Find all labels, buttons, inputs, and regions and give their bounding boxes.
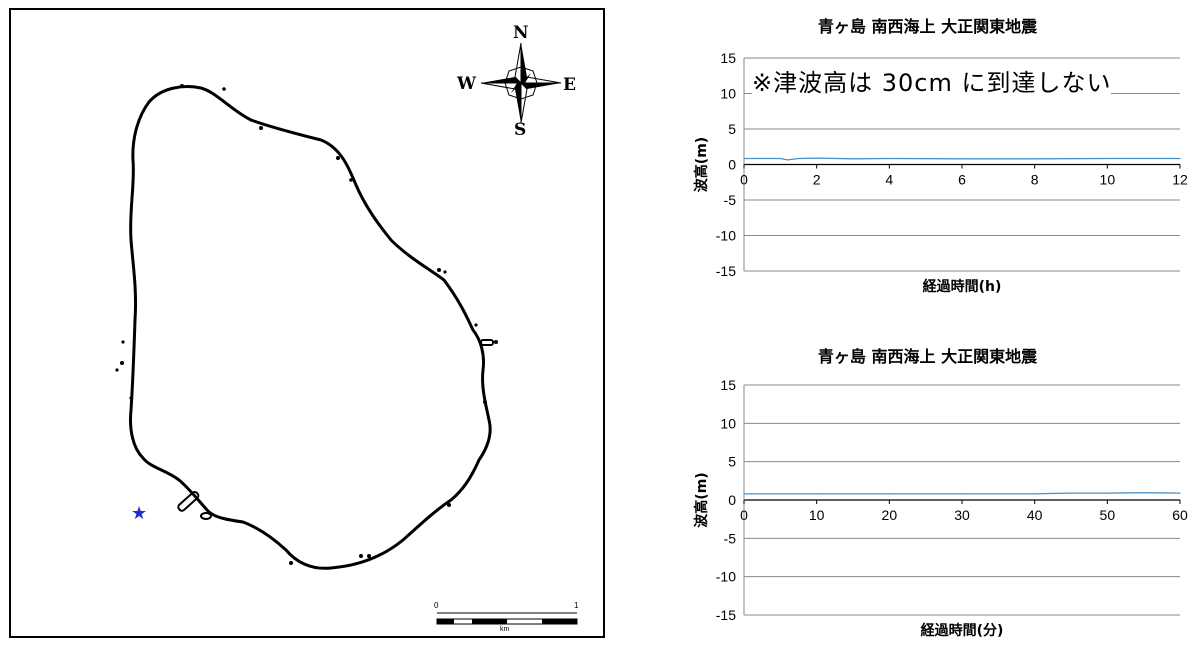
y-axis-label: 波高(m) [693, 137, 710, 192]
y-tick-label: 10 [720, 86, 736, 102]
compass-east-label: E [563, 75, 576, 95]
x-tick-label: 60 [1172, 507, 1188, 523]
x-tick-label: 10 [1100, 172, 1116, 188]
y-tick-label: -5 [724, 192, 737, 208]
y-tick-label: 5 [728, 121, 736, 137]
compass-south-label: S [514, 120, 527, 140]
data-point [743, 157, 745, 160]
y-tick-label: 0 [728, 157, 736, 173]
y-tick-label: -15 [716, 607, 736, 623]
data-point [888, 157, 890, 160]
chart-title: 青ヶ島 南西海上 大正関東地震 [817, 17, 1038, 36]
island-map [115, 42, 578, 625]
y-tick-label: 15 [720, 50, 736, 66]
y-tick-label: -15 [716, 263, 736, 279]
data-point [961, 158, 963, 160]
y-axis-label: 波高(m) [693, 472, 710, 527]
chart-annotation: ※津波高は 30cm に到達しない [752, 63, 1112, 98]
data-point [1034, 158, 1036, 160]
coastal-rocks [115, 84, 498, 565]
y-tick-label: -10 [716, 228, 736, 244]
x-tick-label: 30 [954, 507, 970, 523]
series-line [744, 492, 1181, 495]
data-point [1143, 492, 1145, 494]
data-point [1048, 492, 1050, 495]
data-point [852, 158, 854, 160]
data-point [779, 157, 781, 160]
data-point [888, 493, 890, 495]
epicenter-star-icon: ★ [131, 503, 148, 524]
x-tick-label: 4 [885, 172, 893, 188]
scale-unit-label: km [500, 626, 510, 633]
map-panel: N E S W 0 1 km ★ [9, 8, 605, 638]
island-coastline [129, 85, 492, 570]
compass-north-label: N [513, 23, 529, 43]
y-tick-label: -5 [724, 530, 737, 546]
scale-start-label: 0 [434, 601, 439, 610]
x-tick-label: 0 [740, 172, 748, 188]
compass-rose [480, 42, 562, 124]
x-tick-label: 6 [958, 172, 966, 188]
data-point [1034, 493, 1036, 495]
data-point [797, 157, 800, 160]
y-tick-label: 0 [728, 492, 736, 508]
data-point [743, 493, 745, 495]
x-axis-label: 経過時間(分) [921, 622, 1004, 639]
x-tick-label: 10 [809, 507, 825, 523]
x-tick-label: 8 [1031, 172, 1039, 188]
data-point [816, 157, 818, 159]
chart-title: 青ヶ島 南西海上 大正関東地震 [817, 347, 1038, 366]
data-point [961, 493, 963, 495]
x-tick-label: 2 [813, 172, 821, 188]
data-point [1070, 492, 1072, 494]
y-tick-label: 5 [728, 454, 736, 470]
chart-hours: 青ヶ島 南西海上 大正関東地震 15 10 5 0 -5 -10 -15 0 2 4 6 8 10 12 経… [660, 0, 1195, 320]
y-tick-label: -10 [716, 569, 736, 585]
data-point [1106, 492, 1108, 494]
y-tick-label: 15 [720, 377, 736, 393]
data-point [787, 159, 789, 161]
x-tick-label: 50 [1100, 507, 1116, 523]
x-tick-label: 12 [1172, 172, 1188, 188]
harbor-breakwater [177, 339, 494, 520]
x-tick-label: 40 [1027, 507, 1043, 523]
scale-bar [436, 612, 578, 625]
x-tick-label: 20 [882, 507, 898, 523]
data-point [816, 493, 818, 495]
compass-west-label: W [457, 74, 477, 94]
x-axis-label: 経過時間(h) [923, 278, 1002, 295]
data-point [1106, 157, 1108, 160]
data-point [1179, 157, 1181, 160]
data-point [1179, 492, 1181, 494]
y-tick-label: 10 [720, 415, 736, 431]
scale-end-label: 1 [574, 601, 579, 610]
x-tick-label: 0 [740, 507, 748, 523]
chart-minutes: 青ヶ島 南西海上 大正関東地震 15 10 5 0 -5 -10 -15 0 10 20 30 40 5… [660, 330, 1195, 650]
